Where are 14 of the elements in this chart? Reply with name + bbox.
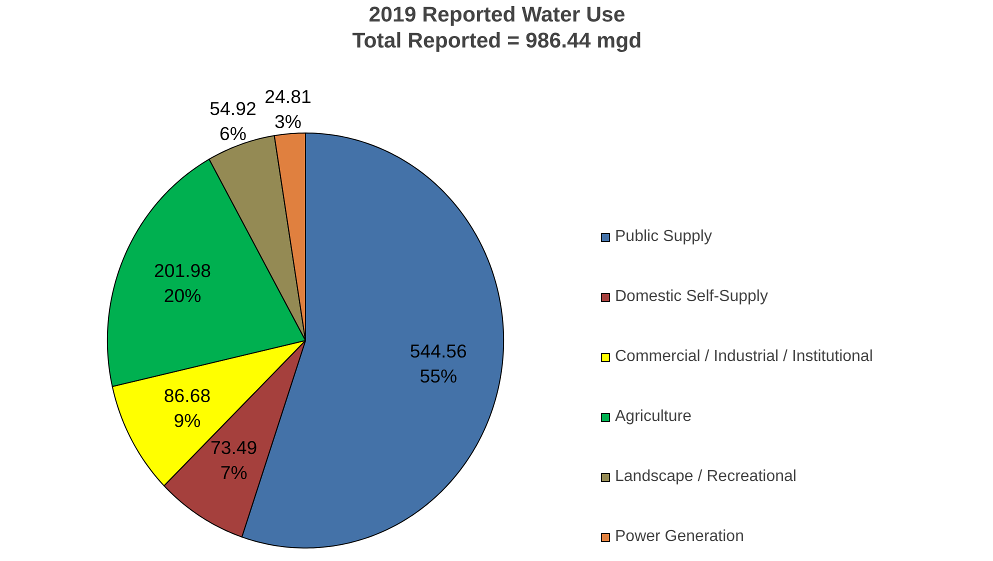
- legend-label: Commercial / Industrial / Institutional: [615, 348, 873, 366]
- data-label: 201.98 20%: [154, 260, 212, 306]
- chart-subtitle: Total Reported = 986.44 mgd: [352, 28, 642, 52]
- legend-label: Power Generation: [615, 528, 744, 546]
- chart-title: 2019 Reported Water Use: [368, 2, 626, 26]
- legend-label: Domestic Self-Supply: [615, 288, 768, 306]
- legend-label: Public Supply: [615, 228, 712, 246]
- data-label: 24.81 3%: [264, 86, 312, 132]
- data-label: 544.56 55%: [410, 340, 467, 387]
- legend-label: Landscape / Recreational: [615, 468, 796, 486]
- data-label: 73.49 7%: [210, 436, 258, 484]
- data-label: 54.92 6%: [210, 98, 256, 144]
- legend-label: Agriculture: [615, 408, 692, 426]
- data-label: 86.68 9%: [164, 385, 211, 432]
